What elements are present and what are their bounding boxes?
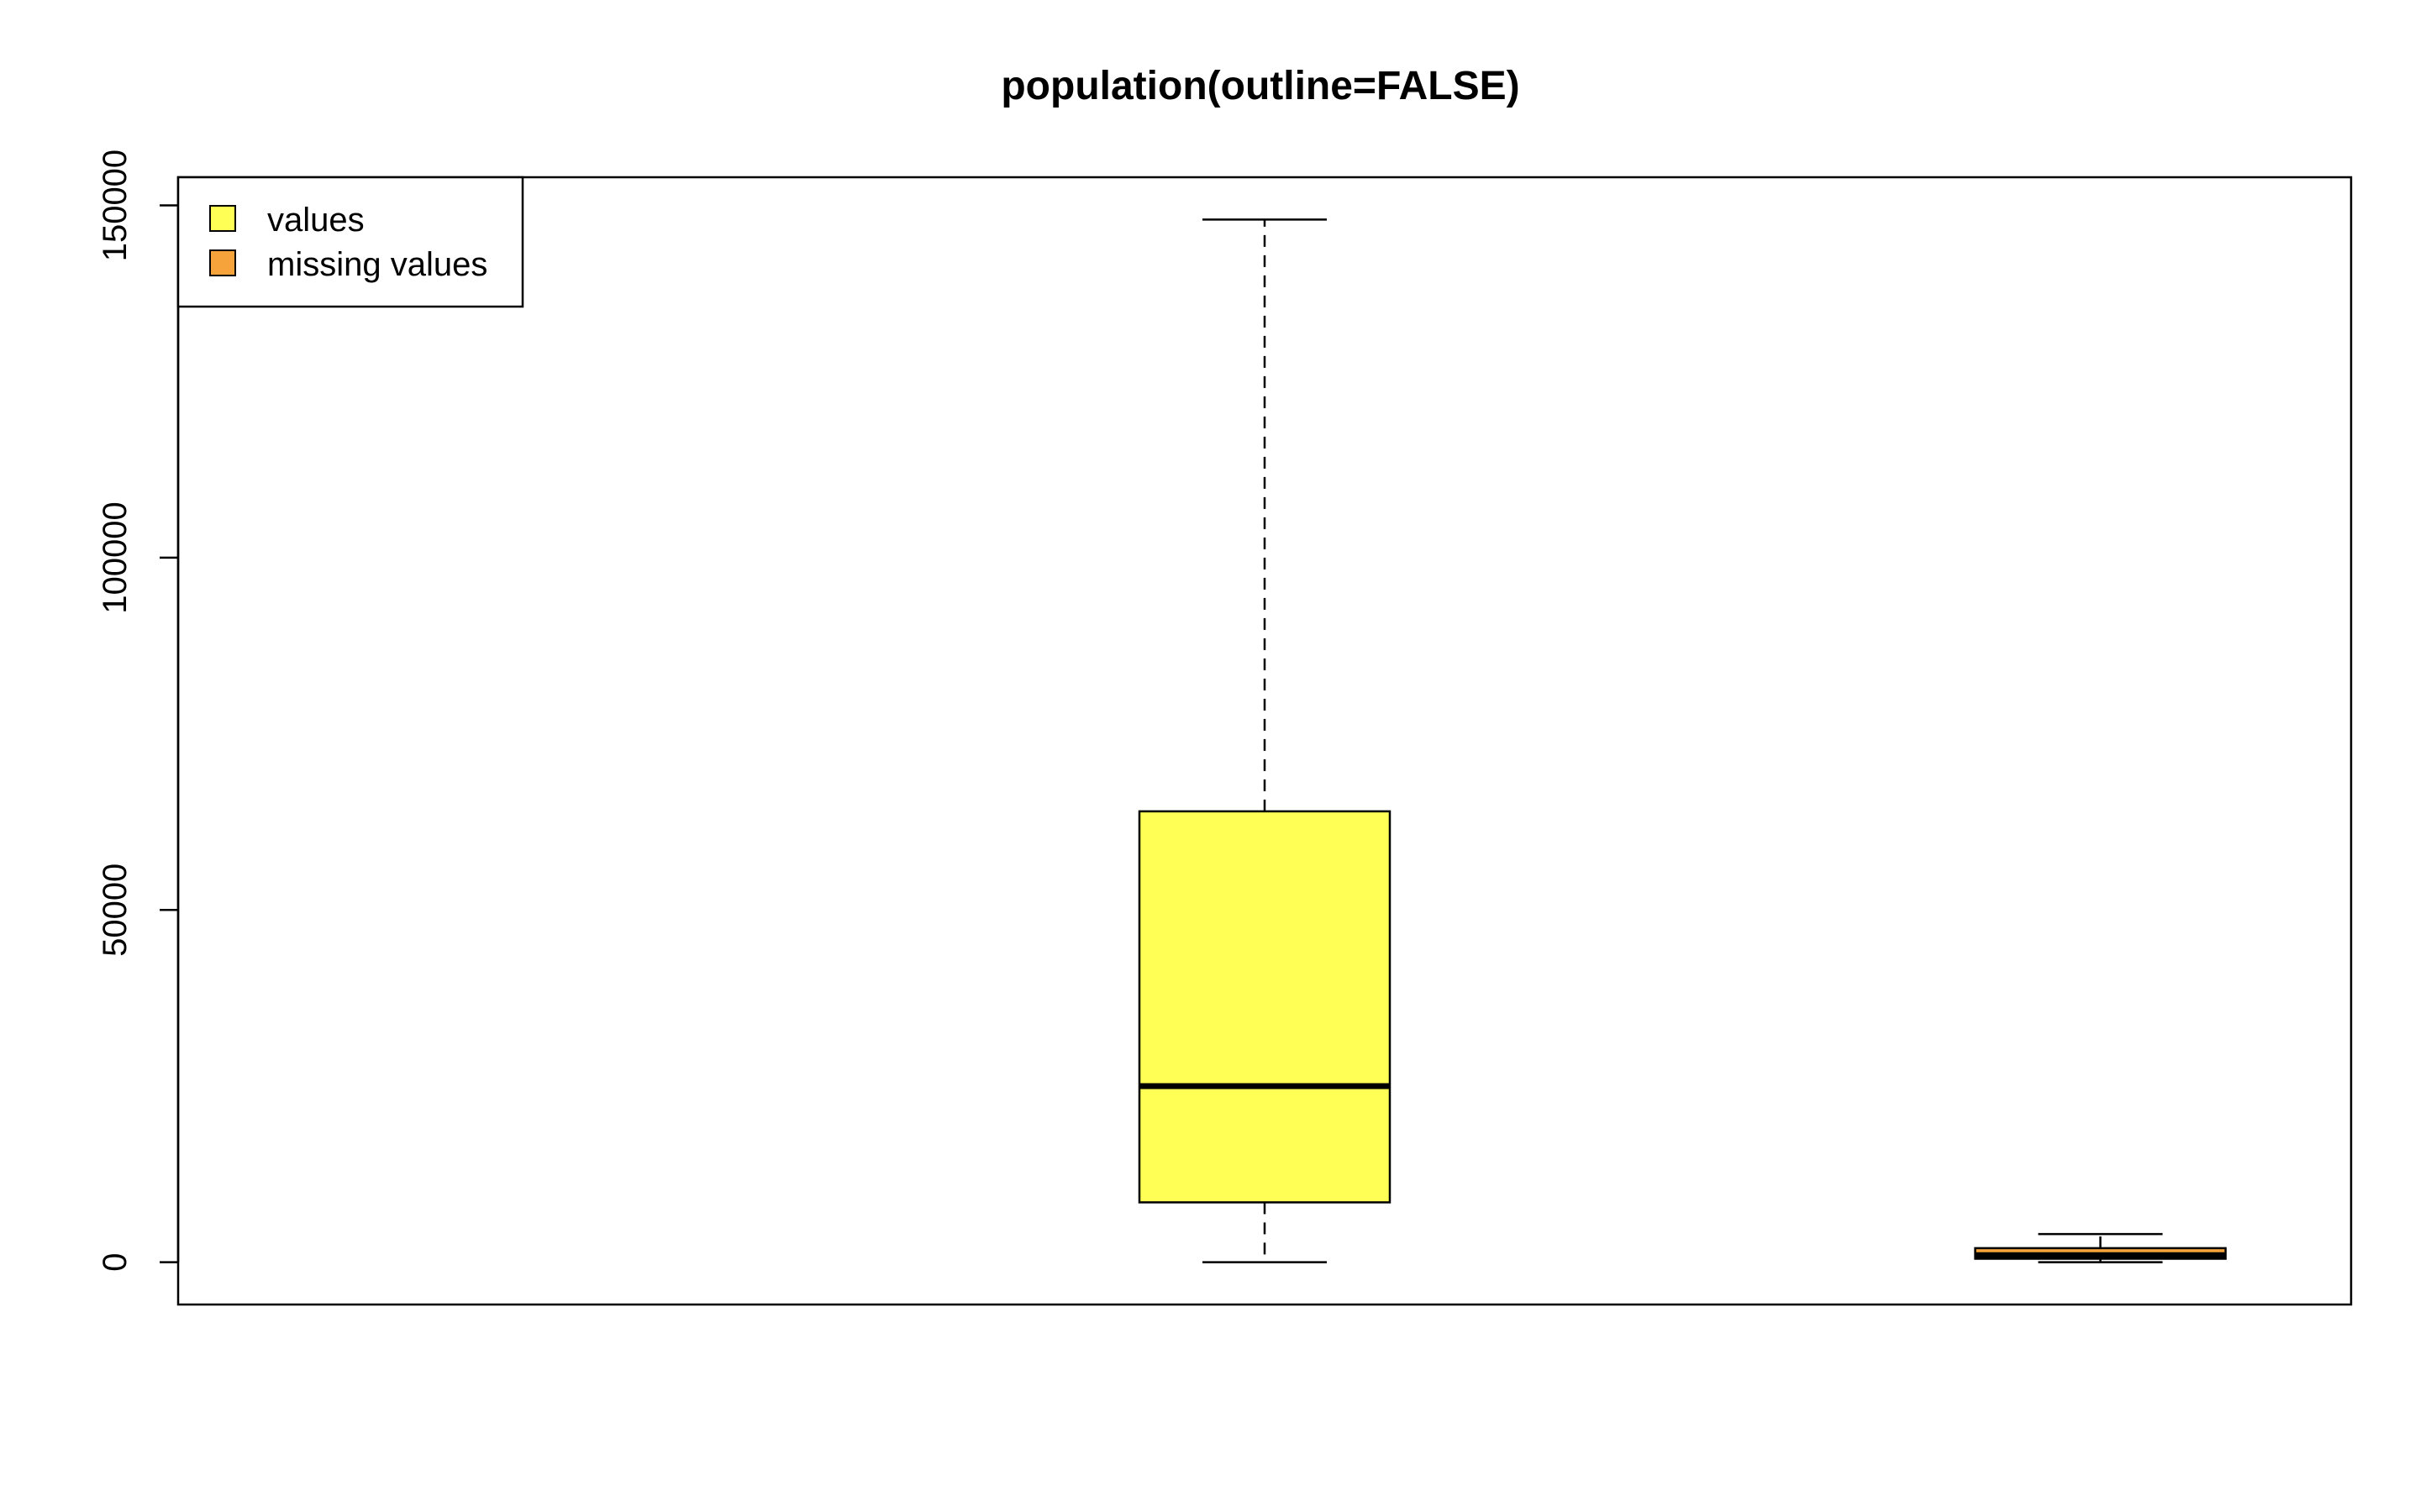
y-tick-label: 100000 <box>97 501 134 613</box>
legend-swatch <box>209 205 236 232</box>
box-series <box>1138 218 2227 1263</box>
legend-label: values <box>267 202 365 239</box>
y-tick-label: 0 <box>97 1253 134 1272</box>
y-axis: 0 50000 100000 150000 <box>97 150 180 1272</box>
legend-box <box>176 176 524 308</box>
legend-label: missing values <box>267 246 487 283</box>
y-tick-label: 150000 <box>97 150 134 261</box>
y-tick-label: 50000 <box>97 864 134 957</box>
legend: values missing values <box>176 176 524 308</box>
plot-frame <box>176 176 2353 1306</box>
box-missing-values <box>1974 1232 2227 1263</box>
box-iqr <box>1138 810 1392 1204</box>
legend-swatch <box>209 249 236 276</box>
box-values <box>1138 218 1392 1263</box>
chart-title: population(outline=FALSE) <box>1001 64 1519 108</box>
